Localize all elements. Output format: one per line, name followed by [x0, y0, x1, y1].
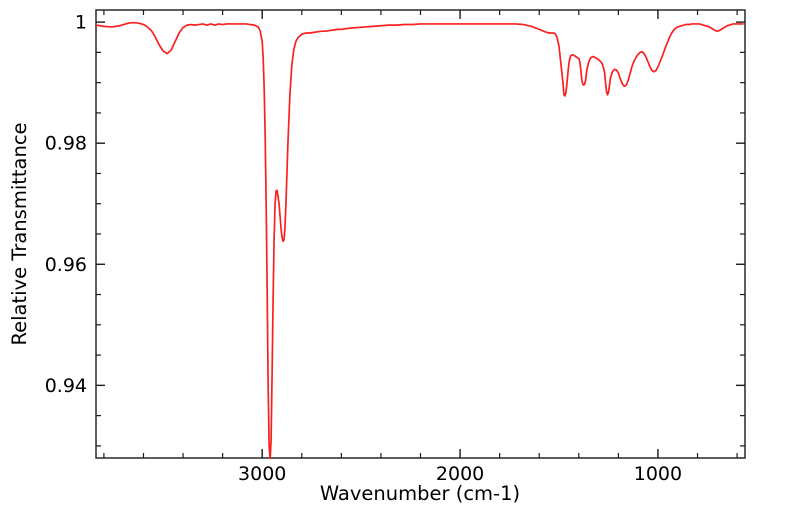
x-tick-label: 3000 [238, 463, 286, 485]
y-tick-labels: 1 0.98 0.96 0.94 [45, 12, 87, 397]
y-axis-title: Relative Transmittance [8, 122, 31, 345]
spectrum-curve-group [96, 21, 744, 459]
x-tick-label: 1000 [634, 463, 682, 485]
y-tick-label: 0.96 [45, 254, 87, 276]
transmittance-curve [96, 21, 744, 459]
y-tick-label: 0.98 [45, 133, 87, 155]
x-tick-labels: 3000 2000 1000 [238, 463, 682, 485]
x-axis-title: Wavenumber (cm-1) [320, 482, 520, 505]
y-tick-label: 1 [75, 12, 87, 34]
y-tick-label: 0.94 [45, 375, 87, 397]
axes-group [95, 9, 746, 459]
ticks-group [96, 10, 745, 458]
x-tick-label: 2000 [436, 463, 484, 485]
